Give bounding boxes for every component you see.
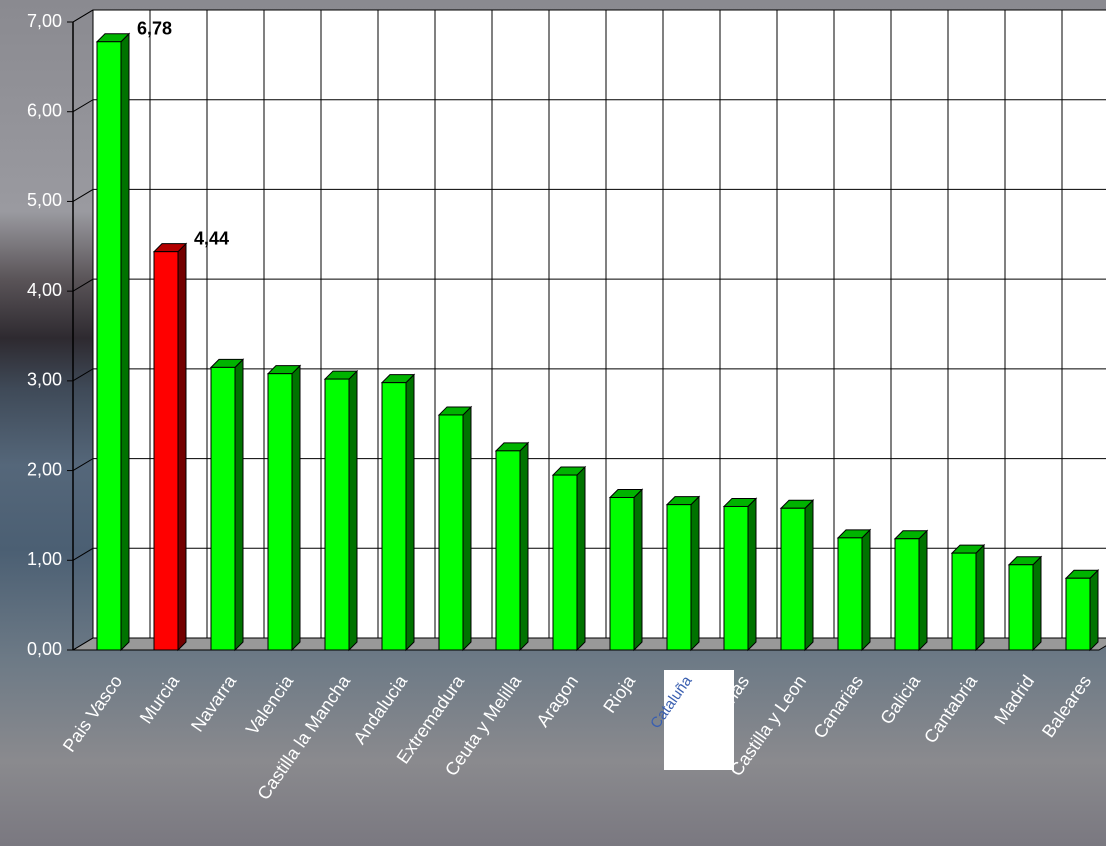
bar-side	[747, 497, 757, 652]
grid-line	[72, 99, 1106, 113]
bar	[551, 465, 587, 652]
label-box	[664, 670, 734, 770]
bar-front	[1065, 577, 1091, 651]
bar	[380, 373, 416, 652]
bar-front	[609, 496, 635, 651]
bar-side	[120, 32, 130, 652]
bar	[836, 528, 872, 652]
bar-front	[1008, 564, 1034, 651]
bar-side	[234, 358, 244, 652]
bar	[665, 495, 701, 652]
x-tick-label: Valencia	[242, 671, 298, 739]
bar-front	[552, 474, 578, 651]
value-label: 6,78	[137, 18, 172, 38]
bar-front	[381, 382, 407, 651]
bar-side	[975, 543, 985, 652]
bar	[722, 497, 758, 652]
y-tick-label: 4,00	[27, 280, 62, 300]
grid-line	[72, 278, 1106, 292]
bar-side	[633, 488, 643, 652]
grid-line	[72, 637, 1106, 651]
bar	[950, 543, 986, 652]
bar	[437, 405, 473, 652]
bar-side	[804, 499, 814, 652]
bar	[494, 441, 530, 652]
bar-side	[918, 529, 928, 652]
value-label: 4,44	[194, 228, 229, 248]
bar	[266, 364, 302, 652]
x-tick-label: Pais Vasco	[59, 672, 126, 756]
bar-side	[348, 369, 358, 652]
bar	[608, 488, 644, 652]
x-tick-label: Baleares	[1038, 672, 1095, 742]
x-tick-label: Madrid	[990, 672, 1038, 729]
bar-front	[210, 366, 236, 651]
y-tick-label: 1,00	[27, 549, 62, 569]
bar	[95, 32, 131, 652]
grid-line	[72, 368, 1106, 382]
bar-side	[1089, 569, 1099, 652]
bar-side	[519, 441, 529, 652]
y-tick-label: 6,00	[27, 100, 62, 120]
bar-front	[96, 41, 122, 651]
x-tick-label: Rioja	[599, 671, 639, 717]
bar-side	[576, 465, 586, 652]
bar-side	[405, 373, 415, 652]
bar-front	[780, 507, 806, 651]
y-tick-label: 5,00	[27, 190, 62, 210]
y-axis-top	[72, 9, 94, 23]
bar-front	[666, 504, 692, 651]
bar	[152, 242, 188, 652]
bar	[1064, 569, 1100, 652]
bar-front	[153, 251, 179, 651]
bar-front	[723, 505, 749, 651]
y-tick-label: 2,00	[27, 459, 62, 479]
bar-side	[690, 495, 700, 652]
bar	[209, 358, 245, 652]
bar-side	[861, 528, 871, 652]
bar-front	[324, 378, 350, 651]
bar	[779, 499, 815, 652]
bar-side	[291, 364, 301, 652]
grid-line	[72, 458, 1106, 472]
bar-side	[177, 242, 187, 652]
bar	[323, 369, 359, 652]
x-tick-label: Andalucia	[349, 671, 411, 748]
bar-side	[1032, 555, 1042, 652]
bar-front	[837, 537, 863, 651]
bar-front	[951, 552, 977, 651]
grid-line	[72, 547, 1106, 561]
x-tick-label: Canarias	[809, 672, 867, 742]
x-tick-label: Aragon	[532, 672, 582, 731]
bar-side	[462, 405, 472, 652]
x-tick-label: Cantabria	[920, 671, 982, 747]
bar-front	[495, 450, 521, 651]
bar-front	[894, 538, 920, 651]
plot-wall	[93, 10, 1106, 638]
x-tick-label: Galicia	[876, 671, 925, 728]
x-tick-label: Murcia	[136, 671, 184, 728]
bar-front	[267, 373, 293, 651]
y-tick-label: 3,00	[27, 370, 62, 390]
y-tick-label: 7,00	[27, 11, 62, 31]
bar	[1007, 555, 1043, 652]
grid-line	[72, 188, 1106, 202]
y-tick-label: 0,00	[27, 639, 62, 659]
x-tick-label: Navarra	[187, 671, 241, 736]
bar-front	[438, 414, 464, 651]
bar	[893, 529, 929, 652]
